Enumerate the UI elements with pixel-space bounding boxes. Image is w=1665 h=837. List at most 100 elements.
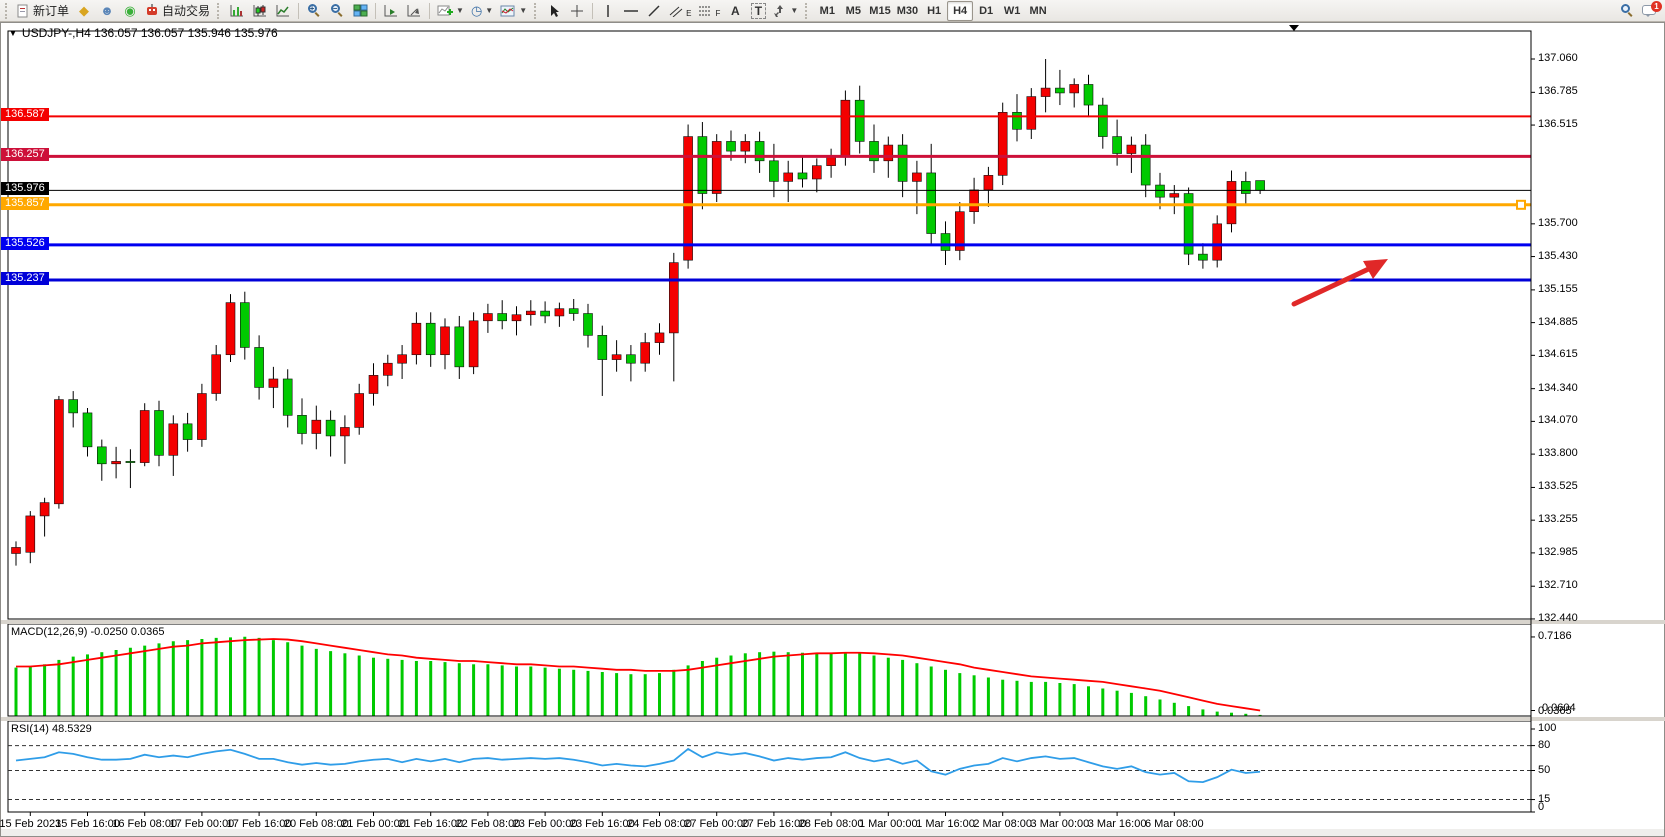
zoom-out-button[interactable]: − [326, 1, 348, 21]
chart-menu-triangle-icon: ▼ [9, 28, 17, 38]
line-chart-type-button[interactable] [272, 1, 294, 21]
price-level-label-136.257[interactable]: 136.257 [1, 148, 49, 162]
time-axis-label: 16 Feb 08:00 [112, 818, 178, 830]
bar-chart-type-button[interactable] [226, 1, 248, 21]
chart-shift-marker[interactable] [1289, 25, 1299, 31]
chart-title[interactable]: ▼ USDJPY-,H4 136.057 136.057 135.946 135… [9, 26, 278, 40]
toolbar-grip[interactable] [217, 2, 222, 19]
price-level-label-135.857[interactable]: 135.857 [1, 196, 49, 210]
search-button[interactable] [1616, 1, 1638, 21]
toolbar: 新订单 ◆ ☻ ◉ 自动交易 + − [0, 0, 1665, 22]
macd-label: MACD(12,26,9) -0.0250 0.0365 [11, 626, 165, 638]
rsi-axis-label-0: 0 [1538, 801, 1545, 813]
chart-window: ▼ USDJPY-,H4 136.057 136.057 135.946 135… [0, 22, 1665, 837]
price-tick-label: 133.800 [1538, 447, 1578, 460]
tile-windows-button[interactable] [349, 1, 371, 21]
vertical-line-icon [607, 4, 609, 17]
macd-axis-bottom-label: 0.0604 [1542, 702, 1576, 715]
timeframe-bar: M1 M5 M15 M30 H1 H4 D1 W1 MN [814, 0, 1051, 21]
time-axis-label: 23 Feb 16:00 [569, 818, 635, 830]
chart-shift-button[interactable] [403, 1, 425, 21]
time-axis-label: 17 Feb 00:00 [169, 818, 235, 830]
market-watch-button[interactable]: ◆ [73, 1, 95, 21]
macd-signal-line [16, 638, 1261, 712]
vertical-line-tool-button[interactable] [597, 1, 619, 21]
text-tool-button[interactable]: A [724, 1, 746, 21]
toolbar-grip[interactable] [5, 2, 10, 19]
price-tick-label: 134.885 [1538, 315, 1578, 328]
timeframe-button-h4[interactable]: H4 [947, 0, 974, 21]
fibonacci-icon [699, 6, 712, 15]
time-axis-label: 1 Mar 16:00 [916, 818, 975, 830]
time-axis-label: 27 Feb 00:00 [684, 818, 750, 830]
notification-badge: 1 [1651, 0, 1662, 12]
price-level-label-135.526[interactable]: 135.526 [1, 236, 49, 250]
gold-diamond-icon: ◆ [79, 3, 90, 18]
trendline-icon [648, 4, 660, 17]
time-axis-label: 24 Feb 08:00 [627, 818, 692, 830]
time-axis-label: 15 Feb 2023 [0, 818, 62, 830]
notifications-button[interactable]: 1 [1639, 0, 1663, 21]
rsi-axis-label-15: 15 [1538, 792, 1551, 805]
panel-splitter[interactable] [1, 620, 1665, 624]
price-tick-label: 134.070 [1538, 414, 1578, 427]
horizontal-line-tool-button[interactable] [620, 1, 642, 21]
timeframe-button-m5[interactable]: M5 [845, 4, 861, 17]
arrows-tool-button[interactable]: ▼ [770, 1, 801, 21]
text-tool-icon: A [731, 3, 740, 18]
auto-scroll-button[interactable] [380, 1, 402, 21]
zoom-in-button[interactable]: + [303, 1, 325, 21]
candle-chart-type-button[interactable] [249, 1, 271, 21]
new-order-button[interactable]: 新订单 [14, 1, 72, 21]
annotation-arrow[interactable] [1291, 259, 1388, 307]
text-label-tool-button[interactable]: T [747, 1, 769, 21]
rsi-label: RSI(14) 48.5329 [11, 723, 92, 735]
toolbar-grip[interactable] [805, 2, 810, 19]
timeframe-button-m15[interactable]: M15 [869, 4, 891, 17]
price-tick-label: 132.710 [1538, 579, 1578, 592]
price-tick-label: 136.515 [1538, 118, 1578, 131]
templates-button[interactable]: ▼ [497, 1, 530, 21]
timeframe-button-h1[interactable]: H1 [927, 4, 942, 17]
timeframe-button-m1[interactable]: M1 [819, 4, 835, 17]
cursor-icon [551, 4, 560, 17]
rsi-axis-label-50: 50 [1538, 763, 1551, 776]
indicators-icon [437, 5, 454, 15]
timeframe-button-mn[interactable]: MN [1029, 4, 1047, 17]
toolbar-grip[interactable] [534, 2, 539, 19]
trendline-tool-button[interactable] [643, 1, 665, 21]
cursor-tool-button[interactable] [543, 1, 565, 21]
panel-splitter[interactable] [1, 717, 1665, 721]
indicators-button[interactable]: ▼ [434, 1, 467, 21]
macd-axis-bottom-label: 0.0365 [1538, 704, 1572, 717]
panel-frame [7, 720, 1532, 813]
timeframe-button-w1[interactable]: W1 [1003, 4, 1021, 17]
profiles-button[interactable]: ☻ [96, 1, 118, 21]
fibonacci-tool-button[interactable]: F [695, 1, 723, 21]
zoom-in-icon: + [307, 4, 321, 17]
timeframe-button-m30[interactable]: M30 [896, 4, 919, 17]
channel-letter: E [686, 9, 692, 18]
search-icon [1620, 4, 1634, 17]
autotrading-button[interactable]: 自动交易 [142, 1, 213, 21]
crosshair-tool-button[interactable] [566, 1, 588, 21]
price-tick-label: 134.615 [1538, 348, 1578, 361]
zoom-out-icon: − [330, 4, 344, 17]
price-level-label-135.237[interactable]: 135.237 [1, 271, 49, 285]
text-label-icon: T [750, 2, 767, 19]
equidistant-channel-icon [669, 6, 683, 17]
time-axis-label: 3 Mar 00:00 [1030, 818, 1090, 830]
autotrading-robot-icon [147, 4, 158, 15]
chevron-down-icon: ▼ [456, 6, 464, 15]
price-tick-label: 137.060 [1538, 52, 1578, 64]
new-order-label: 新订单 [33, 4, 70, 18]
auto-scroll-icon [384, 4, 398, 16]
profile-icon: ☻ [100, 3, 114, 18]
line-handle-icon[interactable] [1516, 199, 1526, 210]
price-level-label-136.587[interactable]: 136.587 [1, 108, 49, 122]
periods-button[interactable]: ◷ ▼ [468, 1, 496, 21]
channel-tool-button[interactable]: E [666, 1, 694, 21]
price-tick-label: 133.525 [1538, 480, 1578, 493]
signals-button[interactable]: ◉ [119, 1, 141, 21]
timeframe-button-d1[interactable]: D1 [979, 4, 994, 17]
